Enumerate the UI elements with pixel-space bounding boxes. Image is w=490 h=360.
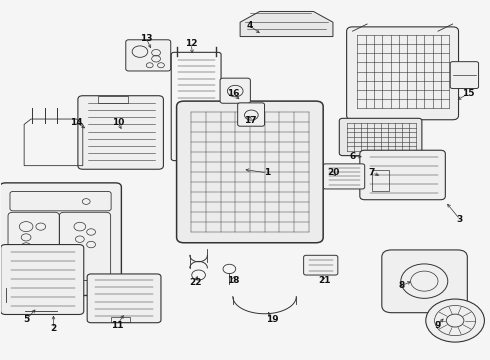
Text: 9: 9	[435, 321, 441, 330]
Text: 13: 13	[140, 34, 152, 43]
FancyBboxPatch shape	[78, 96, 163, 169]
Text: 17: 17	[244, 116, 256, 125]
FancyBboxPatch shape	[0, 183, 122, 296]
Text: 6: 6	[349, 152, 356, 161]
Text: 20: 20	[327, 168, 339, 177]
Text: 3: 3	[457, 215, 463, 224]
Text: 22: 22	[189, 278, 201, 287]
Circle shape	[426, 299, 485, 342]
Text: 18: 18	[227, 276, 240, 285]
FancyBboxPatch shape	[450, 62, 479, 89]
FancyBboxPatch shape	[304, 255, 338, 275]
Text: 21: 21	[318, 276, 330, 285]
Bar	[111, 318, 130, 321]
FancyBboxPatch shape	[220, 78, 250, 103]
FancyBboxPatch shape	[339, 118, 422, 156]
Text: 16: 16	[227, 89, 240, 98]
Text: 14: 14	[70, 118, 83, 127]
Text: 8: 8	[398, 281, 404, 290]
FancyBboxPatch shape	[176, 101, 323, 243]
Text: 1: 1	[264, 168, 270, 177]
FancyBboxPatch shape	[360, 150, 445, 200]
Bar	[372, 170, 389, 191]
Text: 7: 7	[369, 168, 375, 177]
FancyBboxPatch shape	[346, 27, 459, 120]
Text: 5: 5	[23, 315, 29, 324]
Text: 2: 2	[50, 324, 56, 333]
FancyBboxPatch shape	[238, 103, 265, 126]
Text: 10: 10	[112, 118, 124, 127]
Bar	[98, 96, 128, 103]
FancyBboxPatch shape	[323, 164, 365, 189]
Text: 4: 4	[246, 21, 253, 30]
Text: 15: 15	[462, 89, 474, 98]
FancyBboxPatch shape	[0, 244, 84, 315]
FancyBboxPatch shape	[126, 40, 171, 71]
Text: 19: 19	[266, 315, 278, 324]
Text: 12: 12	[185, 39, 197, 48]
Text: 11: 11	[111, 321, 123, 330]
FancyBboxPatch shape	[382, 250, 467, 313]
FancyBboxPatch shape	[87, 274, 161, 323]
Polygon shape	[240, 12, 333, 37]
